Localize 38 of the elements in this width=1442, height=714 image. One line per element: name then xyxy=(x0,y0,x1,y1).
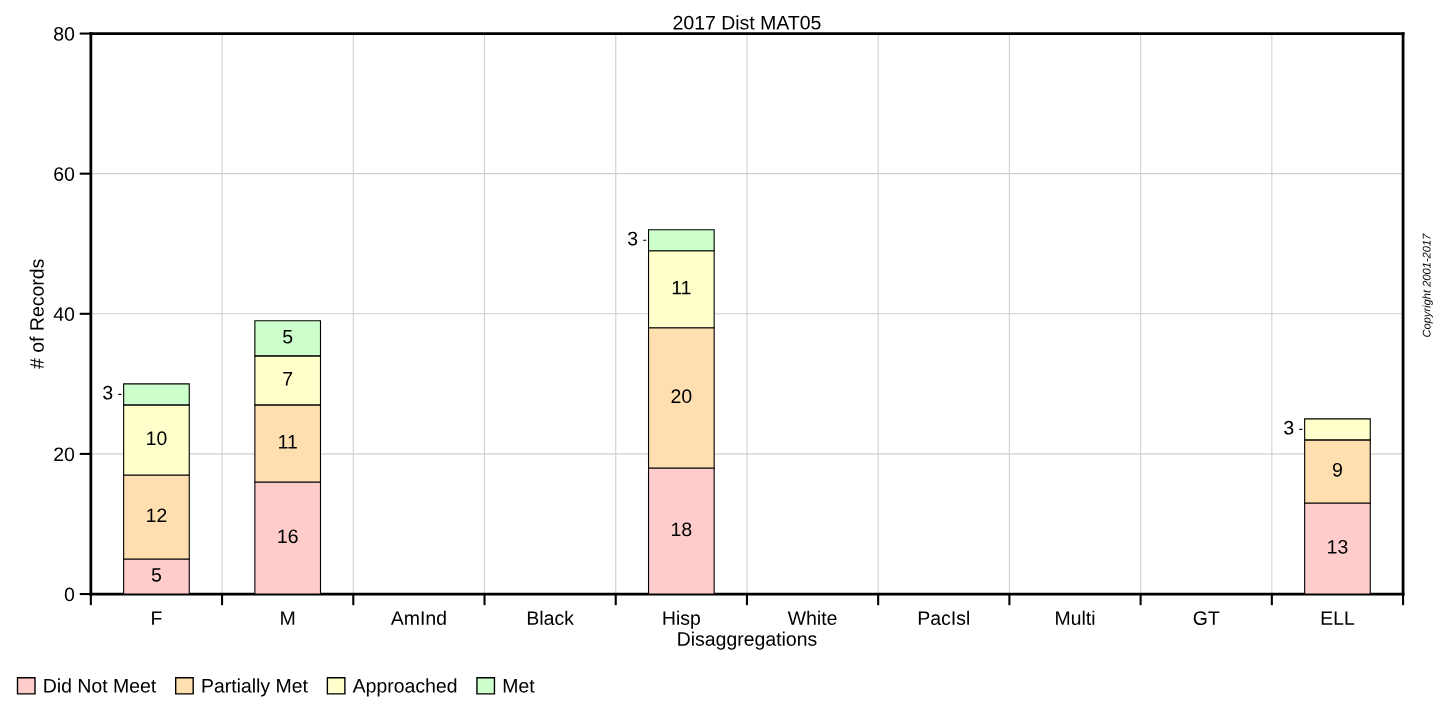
y-tick-label: 40 xyxy=(53,307,75,322)
data-label: 13 xyxy=(1328,539,1348,554)
x-tick-label: F xyxy=(152,611,162,625)
x-tick-label: M xyxy=(281,611,295,625)
x-tick-label: Black xyxy=(527,610,574,625)
text: Copyright 2001-2017 xyxy=(1422,233,1433,337)
data-label: 5 xyxy=(151,568,162,582)
data-label: 11 xyxy=(279,435,297,449)
legend-label: Partially Met xyxy=(202,678,308,697)
chart-title: 2017 Dist MAT05 xyxy=(673,15,821,30)
data-label: 9 xyxy=(1332,462,1342,477)
data-label: 3 xyxy=(1284,420,1294,435)
y-tick-label: 0 xyxy=(64,587,75,602)
x-tick-label: PacIsl xyxy=(918,610,969,625)
y-axis-title: # of Records xyxy=(29,259,44,369)
x-tick-label: White xyxy=(787,610,837,625)
data-label: 10 xyxy=(147,431,167,446)
data-label: 11 xyxy=(672,280,691,295)
data-label: 12 xyxy=(147,508,167,523)
x-tick-label: ELL xyxy=(1321,611,1355,625)
legend-label: Did Not Meet xyxy=(44,678,157,693)
x-tick-label: AmInd xyxy=(390,610,446,625)
data-label: 16 xyxy=(278,529,298,544)
x-axis-title: Disaggregations xyxy=(678,631,817,650)
y-tick-label: 20 xyxy=(54,447,75,462)
legend-label: Met xyxy=(503,679,535,693)
data-label: 3 xyxy=(627,231,638,246)
data-label: 3 xyxy=(103,385,113,400)
legend-label: Approached xyxy=(352,678,457,697)
data-label: 18 xyxy=(672,522,692,537)
data-label: 20 xyxy=(671,389,692,404)
y-tick-label: 80 xyxy=(54,27,75,41)
data-label: 7 xyxy=(283,372,293,386)
x-tick-label: Multi xyxy=(1056,610,1095,625)
data-label: 5 xyxy=(283,329,293,344)
y-tick-label: 60 xyxy=(54,167,75,181)
x-tick-label: Hisp xyxy=(663,610,700,629)
x-tick-label: GT xyxy=(1193,611,1220,625)
